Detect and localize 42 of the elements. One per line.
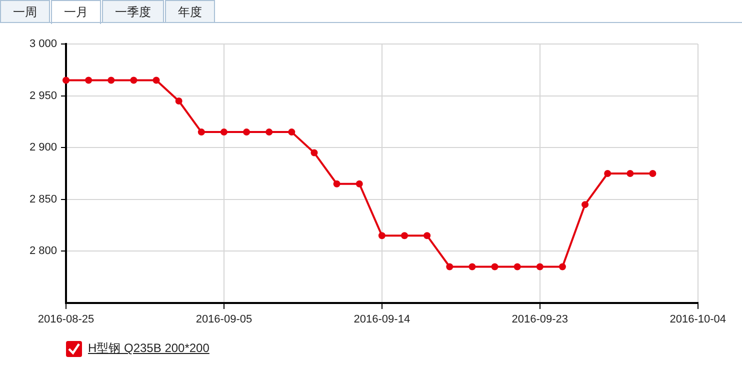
point [649, 170, 656, 177]
text: 一季度 [102, 0, 164, 22]
y-tick-label: 2 950 [29, 90, 57, 102]
point [220, 128, 228, 136]
y-tick-label: 3 000 [29, 38, 57, 50]
point [108, 76, 115, 84]
x-tick-label: 2016-09-05 [196, 314, 252, 326]
text: 年度 [165, 0, 215, 22]
x-tick-label: 2016-08-25 [38, 314, 94, 326]
x-tick-label: 2016-09-14 [354, 314, 410, 326]
point [333, 180, 340, 188]
point [378, 232, 386, 240]
text: 一月 [51, 0, 101, 24]
point [356, 180, 363, 188]
point [310, 149, 318, 156]
point [288, 128, 296, 136]
point [130, 76, 138, 84]
point [558, 263, 566, 270]
text: 一周 [0, 0, 50, 22]
point [266, 128, 273, 136]
point [424, 232, 431, 240]
point [85, 76, 92, 84]
point [468, 263, 476, 270]
y-tick-label: 2 850 [29, 193, 57, 206]
point [514, 263, 521, 270]
point [536, 263, 544, 270]
point [152, 76, 160, 84]
point [582, 201, 589, 208]
point [491, 263, 498, 270]
point [446, 263, 454, 270]
y-tick-label: 2 900 [29, 142, 57, 154]
point [243, 128, 250, 136]
y-tick-label: 2 800 [29, 245, 57, 258]
point [198, 128, 205, 136]
point [626, 170, 634, 177]
point [401, 232, 408, 240]
legend-label: H型钢 Q235B 200*200 [88, 340, 210, 357]
point [604, 170, 612, 177]
point [62, 76, 70, 84]
x-tick-label: 2016-10-04 [670, 314, 726, 326]
point [175, 97, 182, 104]
x-tick-label: 2016-09-23 [512, 314, 568, 326]
